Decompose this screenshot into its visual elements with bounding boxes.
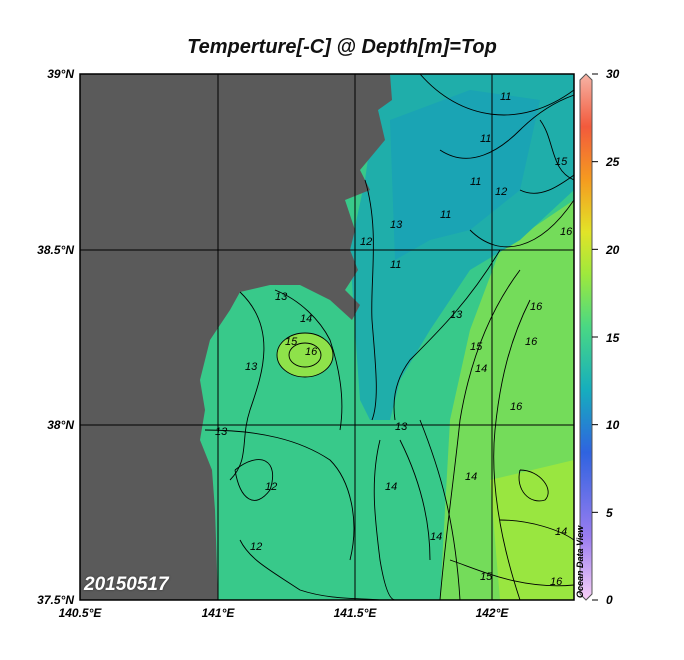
colorbar-tick-20: 20 bbox=[606, 243, 620, 257]
cool-core bbox=[390, 90, 540, 260]
contour-label: 13 bbox=[245, 361, 258, 373]
contour-label: 11 bbox=[470, 176, 481, 188]
contour-label: 13 bbox=[215, 426, 228, 438]
contour-label: 15 bbox=[285, 336, 298, 348]
contour-label: 11 bbox=[390, 259, 401, 271]
contour-label: 14 bbox=[555, 526, 567, 538]
colorbar-tick-10: 10 bbox=[606, 418, 620, 432]
contour-label: 16 bbox=[525, 336, 538, 348]
lon-label-141: 141°E bbox=[201, 606, 235, 620]
contour-label: 14 bbox=[475, 363, 487, 375]
lat-label-38: 38°N bbox=[47, 418, 74, 432]
contour-label: 15 bbox=[470, 341, 483, 353]
lon-label-140-5: 140.5°E bbox=[58, 606, 102, 620]
contour-label: 16 bbox=[560, 226, 573, 238]
warm-core bbox=[490, 460, 574, 600]
colorbar-tick-25: 25 bbox=[606, 155, 620, 169]
contour-lines bbox=[204, 74, 574, 600]
contour-label: 12 bbox=[250, 541, 262, 553]
contour-label: 12 bbox=[360, 236, 372, 248]
lon-label-141-5: 141.5°E bbox=[333, 606, 377, 620]
contour-label: 14 bbox=[300, 313, 312, 325]
land-mass bbox=[80, 74, 392, 600]
contour-label: 11 bbox=[440, 209, 451, 221]
graticule bbox=[80, 74, 574, 600]
contour-label: 11 bbox=[500, 91, 511, 103]
lon-label-142: 142°E bbox=[475, 606, 509, 620]
contour-label: 16 bbox=[510, 401, 523, 413]
contour-label: 11 bbox=[480, 133, 491, 145]
colorbar-tick-5: 5 bbox=[606, 506, 613, 520]
map-title: Temperture[-C] @ Depth[m]=Top bbox=[187, 36, 497, 58]
contour-label: 13 bbox=[275, 291, 288, 303]
lat-label-37-5: 37.5°N bbox=[37, 593, 74, 607]
contour-label: 12 bbox=[265, 481, 277, 493]
contour-label: 15 bbox=[480, 571, 493, 583]
lat-label-38-5: 38.5°N bbox=[37, 243, 74, 257]
colorbar bbox=[579, 73, 598, 601]
colorbar-tick-0: 0 bbox=[606, 593, 613, 607]
lat-label-39: 39°N bbox=[47, 67, 74, 81]
contour-label: 16 bbox=[550, 576, 563, 588]
map-frame bbox=[79, 73, 575, 601]
contour-label: 13 bbox=[390, 219, 403, 231]
warm-eddy bbox=[277, 333, 333, 377]
contour-label-layer: 11 11 11 11 11 12 12 12 12 13 13 13 13 13 13 14 14 14 14 14… bbox=[215, 91, 573, 588]
date-label: 20150517 bbox=[84, 574, 169, 595]
contour-label: 14 bbox=[465, 471, 477, 483]
contour-label: 12 bbox=[495, 186, 507, 198]
contour-label: 14 bbox=[385, 481, 397, 493]
contour-label: 16 bbox=[305, 346, 318, 358]
brand-label: Ocean Data View bbox=[575, 525, 585, 598]
colorbar-tick-30: 30 bbox=[606, 67, 620, 81]
contour-label: 15 bbox=[555, 156, 568, 168]
contour-label: 16 bbox=[530, 301, 543, 313]
colorbar-tick-15: 15 bbox=[606, 331, 620, 345]
contour-label: 13 bbox=[395, 421, 408, 433]
contour-label: 13 bbox=[450, 309, 463, 321]
contour-label: 14 bbox=[430, 531, 442, 543]
